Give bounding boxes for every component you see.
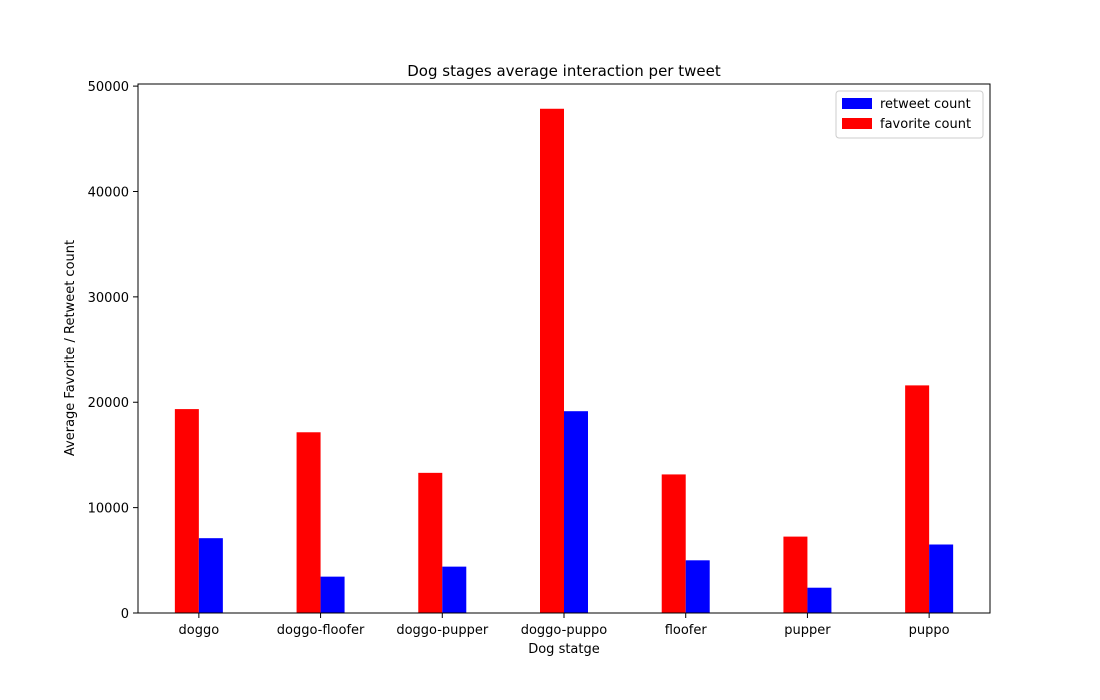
y-tick-label: 30000	[88, 291, 129, 306]
x-tick-label: doggo-puppo	[521, 623, 608, 638]
x-tick-label: puppo	[909, 623, 950, 638]
x-tick-label: doggo-floofer	[277, 623, 365, 638]
y-tick-label: 40000	[88, 185, 129, 200]
bar-retweet-puppo	[929, 544, 954, 613]
y-axis-label: Average Favorite / Retweet count	[63, 240, 78, 456]
bar-retweet-doggo-pupper	[442, 566, 467, 613]
bar-favorite-doggo-floofer	[296, 432, 321, 613]
bar-favorite-floofer	[661, 474, 686, 613]
bar-favorite-puppo	[905, 385, 930, 613]
legend-label-favorite-count: favorite count	[880, 117, 971, 132]
y-axis: 0 10000 20000 30000 40000 50000	[88, 80, 138, 622]
x-axis: doggo doggo-floofer doggo-pupper doggo-pupp…	[179, 613, 950, 638]
y-tick-label: 20000	[88, 396, 129, 411]
bar-favorite-doggo-pupper	[418, 472, 443, 613]
bar-favorite-doggo	[174, 409, 199, 613]
y-tick-label: 0	[121, 607, 129, 622]
legend-swatch-favorite-count	[842, 118, 872, 129]
x-tick-label: pupper	[784, 623, 831, 638]
y-tick-label: 50000	[88, 80, 129, 95]
legend-swatch-retweet-count	[842, 98, 872, 109]
x-tick-label: doggo	[179, 623, 220, 638]
legend-box	[835, 90, 984, 139]
bar-retweet-doggo	[198, 538, 223, 613]
x-tick-label: floofer	[665, 623, 708, 638]
legend: retweet count favorite count	[835, 90, 984, 139]
bar-favorite-doggo-puppo	[540, 108, 564, 613]
bar-retweet-doggo-puppo	[564, 411, 588, 613]
bars-group	[174, 108, 954, 613]
x-tick-label: doggo-pupper	[396, 623, 489, 638]
bar-retweet-pupper	[807, 587, 832, 613]
bar-retweet-floofer	[685, 560, 710, 613]
y-tick-label: 10000	[88, 502, 129, 517]
bar-retweet-doggo-floofer	[320, 576, 345, 613]
x-axis-label: Dog statge	[528, 642, 600, 657]
bar-favorite-pupper	[783, 536, 808, 613]
chart-title: Dog stages average interaction per tweet	[407, 62, 721, 80]
legend-label-retweet-count: retweet count	[880, 97, 971, 112]
